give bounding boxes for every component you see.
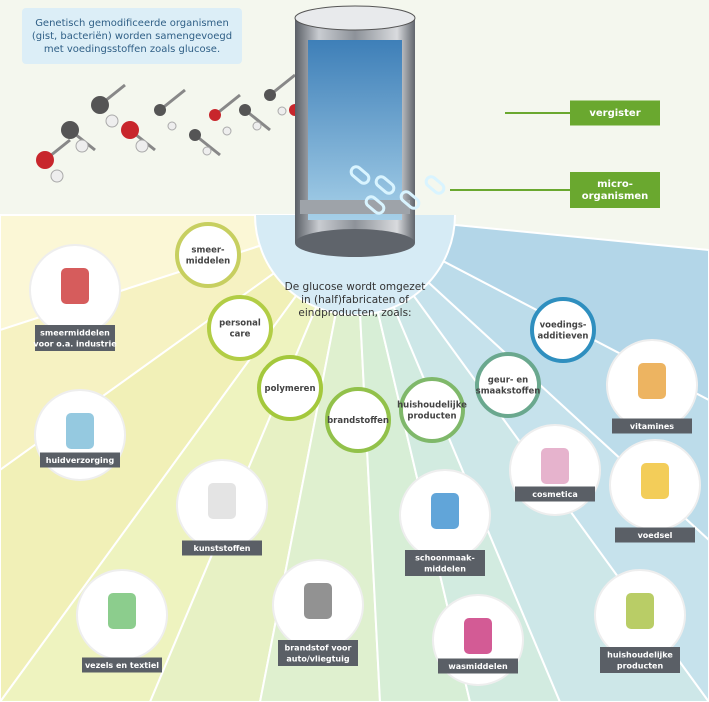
- tag-label-line: organismen: [582, 191, 649, 202]
- product-label-line: wasmiddelen: [448, 662, 508, 671]
- category-label-line: geur- en: [488, 375, 528, 385]
- product-label: huidverzorging: [46, 456, 115, 465]
- product-label-line: huidverzorging: [46, 456, 115, 465]
- category-label-line: care: [230, 329, 251, 339]
- product-label-line: voor o.a. industrie: [33, 339, 117, 348]
- product-label-line: kunststoffen: [194, 544, 251, 553]
- category-label-line: voedings-: [540, 320, 587, 330]
- intro-text: Genetisch gemodificeerde organismen (gist…: [32, 18, 232, 55]
- product-icon: [626, 593, 654, 629]
- vessel-ring: [300, 200, 410, 214]
- category-label-line: middelen: [186, 256, 230, 266]
- product-label-line: producten: [617, 661, 664, 670]
- product-label: voedsel: [638, 531, 673, 540]
- product-icon: [638, 363, 666, 399]
- atom: [121, 121, 139, 139]
- category-label-line: brandstoffen: [327, 416, 389, 426]
- product-label-line: schoonmaak-: [415, 553, 475, 562]
- category-circle: [209, 297, 271, 359]
- product-icon: [61, 268, 89, 304]
- product-icon: [208, 483, 236, 519]
- category-label-line: additieven: [538, 331, 589, 341]
- category-circle: [401, 379, 463, 441]
- category-label-line: personal: [219, 318, 261, 328]
- atom: [209, 109, 221, 121]
- category-label-line: producten: [407, 411, 456, 421]
- category-label: brandstoffen: [327, 416, 389, 426]
- atom: [239, 104, 251, 116]
- atom: [189, 129, 201, 141]
- product-label-line: brandstof voor: [285, 643, 352, 652]
- product-icon: [641, 463, 669, 499]
- product-label-line: huishoudelijke: [607, 650, 673, 659]
- intro-text-line: Genetisch gemodificeerde organismen: [35, 18, 229, 29]
- atom: [136, 140, 148, 152]
- product-label-line: smeermiddelen: [40, 328, 110, 337]
- category-circle: [477, 354, 539, 416]
- intro-text-line: met voedingsstoffen zoals glucose.: [44, 44, 220, 55]
- intro-text-line: (gist, bacteriën) worden samengevoegd: [32, 31, 232, 42]
- center-text-line: in (half)fabricaten of: [301, 294, 409, 306]
- vessel-lid: [295, 6, 415, 30]
- category-circle: [177, 224, 239, 286]
- tag-label-line: vergister: [589, 108, 640, 119]
- atom: [264, 89, 276, 101]
- atom: [223, 127, 231, 135]
- product-label-line: middelen: [424, 564, 466, 573]
- category-label: smeer-middelen: [186, 245, 230, 266]
- atom: [106, 115, 118, 127]
- vessel-bottom: [295, 229, 415, 257]
- product-icon: [464, 618, 492, 654]
- product-label: vitamines: [630, 422, 674, 431]
- category-label-line: smeer-: [191, 245, 225, 255]
- product-label-line: cosmetica: [532, 490, 577, 499]
- fermenter: [295, 6, 415, 257]
- product-label-line: vezels en textiel: [85, 661, 159, 670]
- atom: [76, 140, 88, 152]
- atom: [51, 170, 63, 182]
- product-label: kunststoffen: [194, 544, 251, 553]
- atom: [91, 96, 109, 114]
- atom: [36, 151, 54, 169]
- atom: [168, 122, 176, 130]
- tag-box: [570, 172, 660, 208]
- category-label-line: polymeren: [264, 384, 315, 394]
- category-label-line: huishoudelijke: [397, 400, 467, 410]
- category-label-line: smaakstoffen: [476, 386, 541, 396]
- category-label: polymeren: [264, 384, 315, 394]
- product-label-line: auto/vliegtuig: [286, 654, 349, 663]
- product-icon: [304, 583, 332, 619]
- center-text-line: De glucose wordt omgezet: [285, 281, 426, 293]
- tag-label-line: micro-: [597, 179, 633, 190]
- category-label: voedings-additieven: [538, 320, 589, 341]
- atom: [253, 122, 261, 130]
- tag-label: vergister: [589, 108, 640, 119]
- product-label-line: voedsel: [638, 531, 673, 540]
- infographic: Genetisch gemodificeerde organismen (gist…: [0, 0, 709, 702]
- product-label: cosmetica: [532, 490, 577, 499]
- category-circle: [532, 299, 594, 361]
- atom: [61, 121, 79, 139]
- product-label-line: vitamines: [630, 422, 674, 431]
- product-icon: [431, 493, 459, 529]
- product-icon: [66, 413, 94, 449]
- product-label: vezels en textiel: [85, 661, 159, 670]
- product-icon: [541, 448, 569, 484]
- center-text-line: eindproducten, zoals:: [298, 307, 411, 319]
- product-icon: [108, 593, 136, 629]
- product-label: wasmiddelen: [448, 662, 508, 671]
- atom: [154, 104, 166, 116]
- atom: [203, 147, 211, 155]
- atom: [278, 107, 286, 115]
